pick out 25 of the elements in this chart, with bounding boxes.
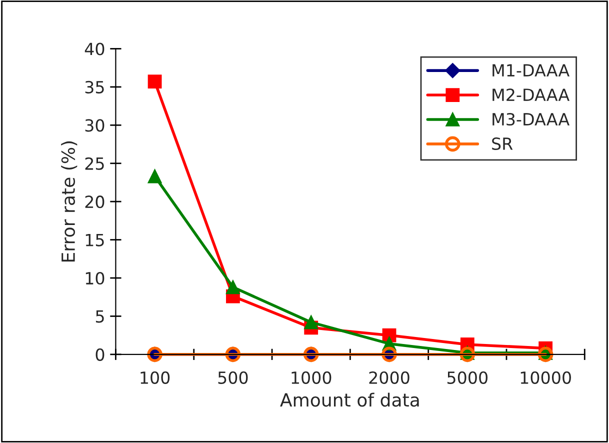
x-tick-label: 100 [140,371,170,384]
legend-label: M2-DAAA [492,88,570,101]
y-tick-label: 10 [86,272,104,285]
point [226,280,240,294]
legend-label: M3-DAAA [492,112,570,126]
legend-label: SR [492,137,513,150]
y-tick-label: 40 [84,42,104,56]
x-tick-label: 2000 [369,371,410,384]
y-tick-label: 35 [85,80,104,94]
y-tick-label: 20 [85,196,104,208]
y-tick-label: 5 [96,310,104,323]
y-axis-title: Error rate (%) [61,141,78,262]
point [304,315,318,330]
y-tick-label: 30 [85,119,104,132]
x-tick-label: 1000 [292,371,332,384]
x-tick-label: 5000 [447,371,488,384]
y-tick-label: 0 [96,348,104,361]
x-tick-label: 10000 [520,371,571,384]
point [148,74,162,89]
x-tick-label: 500 [218,371,248,384]
x-axis-title: Amount of data [280,392,419,407]
y-tick-label: 25 [85,157,104,170]
point [148,169,162,184]
y-tick-label: 15 [86,234,104,246]
legend-label: M1-DAAA [492,64,570,76]
